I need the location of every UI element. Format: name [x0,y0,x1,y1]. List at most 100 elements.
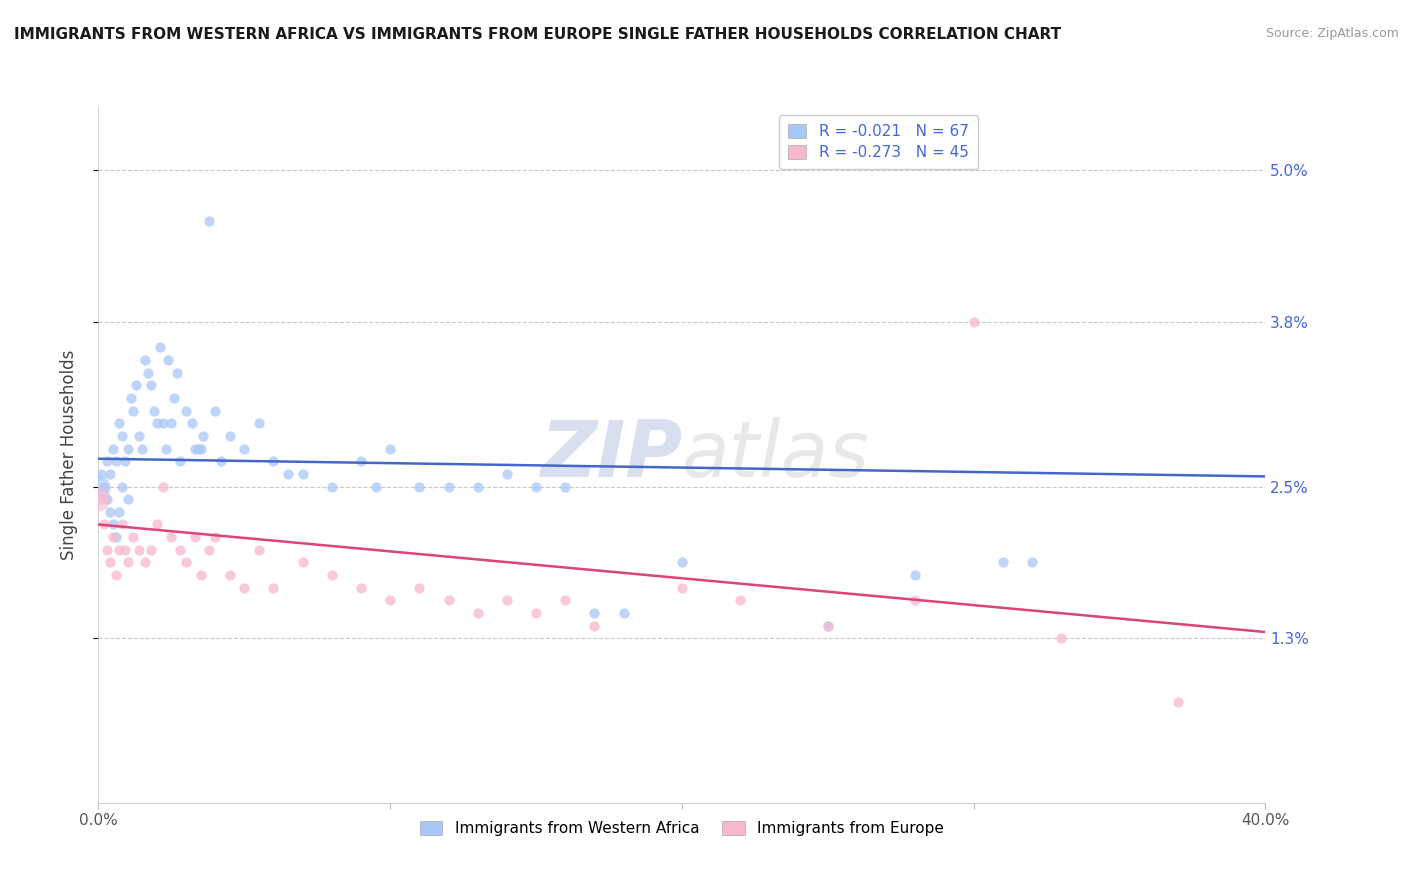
Point [90,467,112,481]
Point [155,442,177,456]
Text: ZIP: ZIP [540,417,682,493]
Point [817,618,839,632]
Point [87,492,110,507]
Text: atlas: atlas [682,417,870,493]
Point [96,542,118,557]
Point [122,530,145,544]
Point [101,442,124,456]
Point [1167,695,1189,709]
Point [321,568,343,582]
Text: Source: ZipAtlas.com: Source: ZipAtlas.com [1265,27,1399,40]
Point [142,403,165,417]
Point [350,454,373,468]
Point [152,479,174,493]
Point [496,467,519,481]
Point [114,542,136,557]
Point [991,556,1014,570]
Point [96,492,118,507]
Point [125,378,148,392]
Point [262,454,284,468]
Point [291,556,314,570]
Point [364,479,387,493]
Point [108,417,131,431]
Point [111,517,134,532]
Point [139,378,162,392]
Point [218,429,240,443]
Point [96,454,118,468]
Point [612,606,634,620]
Point [120,391,142,405]
Point [117,492,139,507]
Point [169,454,191,468]
Point [218,568,240,582]
Point [134,353,156,368]
Point [437,479,460,493]
Point [101,530,124,544]
Point [93,517,115,532]
Point [122,403,145,417]
Point [93,479,115,493]
Point [904,568,927,582]
Point [321,479,343,493]
Y-axis label: Single Father Households: Single Father Households [59,350,77,560]
Point [262,581,284,595]
Point [671,556,693,570]
Point [187,442,209,456]
Point [496,593,519,607]
Point [152,417,174,431]
Point [101,517,124,532]
Point [730,593,752,607]
Point [104,568,127,582]
Point [198,214,221,228]
Point [817,618,839,632]
Point [190,568,212,582]
Point [204,530,226,544]
Point [149,340,172,354]
Point [467,606,489,620]
Point [437,593,460,607]
Legend: Immigrants from Western Africa, Immigrants from Europe: Immigrants from Western Africa, Immigran… [412,814,952,844]
Point [408,479,430,493]
Point [193,429,215,443]
Point [190,442,212,456]
Point [350,581,373,595]
Point [136,366,159,380]
Point [111,479,134,493]
Point [524,479,547,493]
Point [554,593,576,607]
Point [247,542,270,557]
Point [583,618,606,632]
Point [671,581,693,595]
Point [108,505,131,519]
Point [408,581,430,595]
Point [233,581,256,595]
Point [198,542,221,557]
Point [117,442,139,456]
Point [183,442,205,456]
Point [204,403,226,417]
Point [554,479,576,493]
Point [180,417,202,431]
Point [128,429,150,443]
Point [128,542,150,557]
Point [160,530,183,544]
Point [583,606,606,620]
Point [108,542,131,557]
Point [233,442,256,456]
Point [380,593,402,607]
Point [139,542,162,557]
Point [90,492,112,507]
Point [146,417,169,431]
Point [98,505,121,519]
Point [98,467,121,481]
Point [467,479,489,493]
Point [104,530,127,544]
Point [904,593,927,607]
Point [157,353,180,368]
Point [169,542,191,557]
Point [291,467,314,481]
Point [87,479,110,493]
Point [277,467,299,481]
Point [247,417,270,431]
Point [524,606,547,620]
